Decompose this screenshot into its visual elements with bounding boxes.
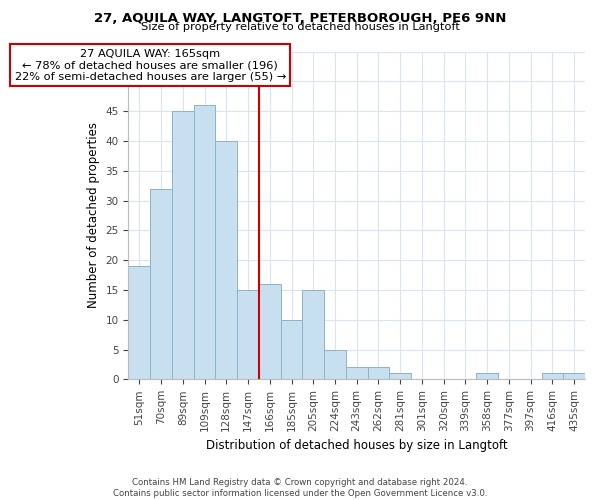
Bar — [215, 141, 237, 380]
Bar — [389, 374, 411, 380]
Bar — [128, 266, 150, 380]
Text: Size of property relative to detached houses in Langtoft: Size of property relative to detached ho… — [140, 22, 460, 32]
Bar — [150, 188, 172, 380]
Bar — [259, 284, 281, 380]
Text: Contains HM Land Registry data © Crown copyright and database right 2024.
Contai: Contains HM Land Registry data © Crown c… — [113, 478, 487, 498]
Bar — [237, 290, 259, 380]
Bar — [563, 374, 585, 380]
Bar — [281, 320, 302, 380]
Text: 27 AQUILA WAY: 165sqm
← 78% of detached houses are smaller (196)
22% of semi-det: 27 AQUILA WAY: 165sqm ← 78% of detached … — [14, 48, 286, 82]
Text: 27, AQUILA WAY, LANGTOFT, PETERBOROUGH, PE6 9NN: 27, AQUILA WAY, LANGTOFT, PETERBOROUGH, … — [94, 12, 506, 26]
Bar — [302, 290, 324, 380]
Bar — [194, 105, 215, 380]
Bar — [172, 111, 194, 380]
Bar — [368, 368, 389, 380]
Bar — [542, 374, 563, 380]
Y-axis label: Number of detached properties: Number of detached properties — [87, 122, 100, 308]
Bar — [346, 368, 368, 380]
Bar — [324, 350, 346, 380]
Bar — [476, 374, 498, 380]
X-axis label: Distribution of detached houses by size in Langtoft: Distribution of detached houses by size … — [206, 440, 508, 452]
